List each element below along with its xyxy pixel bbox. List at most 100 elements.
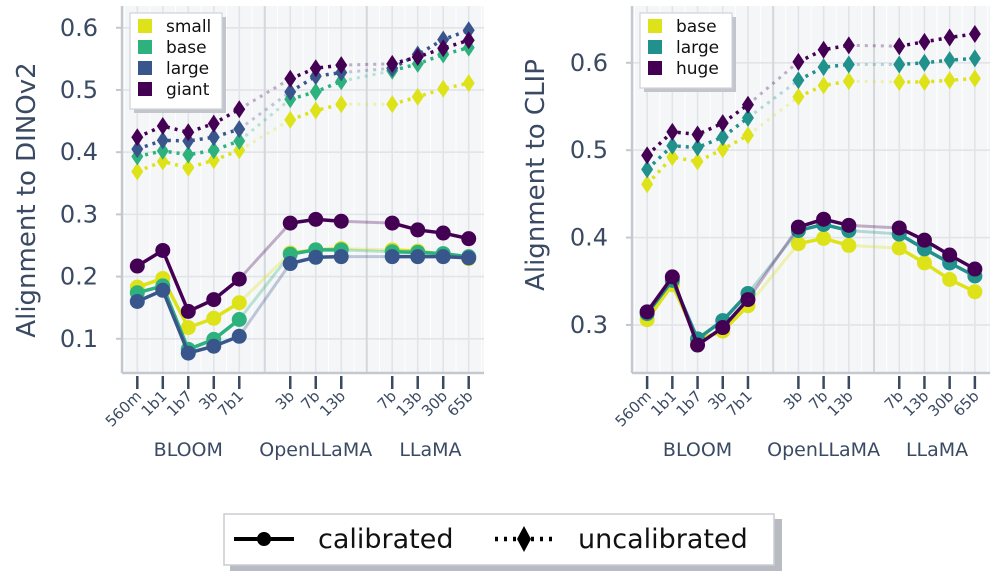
uncalibrated-label: uncalibrated — [578, 524, 748, 555]
uncalibrated-point — [156, 131, 169, 150]
uncalibrated-point — [309, 101, 322, 120]
uncalibrated-bridge-line — [238, 118, 292, 152]
model-family-label: BLOOM — [154, 439, 223, 461]
uncalibrated-point — [666, 122, 679, 141]
uncalibrated-line — [289, 102, 342, 122]
uncalibrated-point — [842, 36, 855, 55]
legend-label: large — [166, 59, 209, 79]
uncalibrated-point — [462, 74, 475, 93]
y-axis-label: Alignment to CLIP — [521, 59, 551, 291]
calibrated-point — [180, 345, 196, 361]
uncalibrated-point — [207, 151, 220, 170]
uncalibrated-bridge-line — [238, 98, 292, 143]
uncalibrated-point — [207, 141, 220, 160]
uncalibrated-line — [797, 62, 849, 82]
legend-label: base — [166, 38, 207, 58]
calibrated-point — [816, 211, 832, 227]
uncalibrated-point — [842, 55, 855, 74]
x-tick-label: 65b — [950, 387, 983, 420]
model-family-label: LLaMA — [906, 439, 968, 461]
calibrated-point — [180, 320, 196, 336]
uncalibrated-bridge-line — [747, 95, 800, 137]
uncalibrated-point — [233, 131, 246, 150]
uncalibrated-line — [391, 81, 470, 106]
y-tick-label: 0.6 — [570, 49, 608, 77]
calibrated-point — [816, 230, 832, 246]
uncalibrated-line — [645, 133, 749, 186]
legend-box — [223, 513, 775, 566]
x-tick-label: 65b — [444, 387, 477, 420]
x-tick-label: 13b — [316, 387, 349, 420]
uncalibrated-point — [641, 160, 654, 179]
calibrated-bridge-line — [238, 222, 292, 281]
legend-label: huge — [676, 59, 719, 79]
uncalibrated-line — [136, 148, 240, 174]
uncalibrated-line — [645, 116, 750, 171]
uncalibrated-line — [136, 139, 240, 159]
uncalibrated-point — [716, 114, 729, 133]
calibrated-bridge-line — [238, 253, 292, 321]
uncalibrated-point — [284, 69, 297, 88]
calibrated-line — [898, 232, 976, 278]
uncalibrated-line — [136, 127, 240, 151]
calibrated-point — [410, 249, 426, 265]
uncalibrated-bridge-line — [848, 43, 900, 48]
uncalibrated-point — [716, 128, 729, 147]
series-layer — [639, 24, 983, 353]
calibrated-bridge-line — [341, 248, 393, 254]
y-tick-label: 0.5 — [570, 136, 608, 164]
uncalibrated-point — [741, 126, 754, 145]
uncalibrated-point — [641, 175, 654, 194]
calibrated-point — [384, 215, 400, 231]
calibrated-point — [384, 249, 400, 265]
legend-swatch — [138, 40, 152, 54]
uncalibrated-point — [918, 73, 931, 92]
calibrated-point — [155, 282, 171, 298]
uncalibrated-point — [792, 87, 805, 106]
series-base — [639, 69, 983, 348]
calibrated-point — [282, 215, 298, 231]
uncalibrated-point — [284, 110, 297, 129]
y-tick-label: 0.4 — [570, 224, 608, 252]
x-tick-label: 1b7 — [672, 387, 705, 420]
x-tick-label: 13b — [824, 387, 857, 420]
calibrated-line — [392, 249, 469, 259]
uncalibrated-point — [386, 54, 399, 73]
calibrated-point — [461, 250, 477, 266]
calibrated-point — [435, 249, 451, 265]
calibrated-point — [664, 269, 680, 285]
calibrated-point — [206, 292, 222, 308]
uncalibrated-point — [943, 51, 956, 70]
uncalibrated-point — [716, 140, 729, 159]
series-giant — [129, 31, 477, 319]
uncalibrated-bridge-line — [238, 90, 292, 131]
uncalibrated-point — [131, 128, 144, 147]
legend-label: giant — [166, 80, 210, 100]
uncalibrated-point — [207, 114, 220, 133]
uncalibrated-point — [741, 108, 754, 127]
calibrated-line — [392, 254, 469, 260]
uncalibrated-point — [741, 95, 754, 114]
uncalibrated-bridge-line — [341, 66, 393, 75]
calibrated-bridge-line — [341, 219, 393, 225]
uncalibrated-point — [893, 55, 906, 74]
uncalibrated-point — [641, 146, 654, 165]
uncalibrated-line — [391, 38, 470, 66]
uncalibrated-line — [797, 43, 850, 64]
calibrated-point — [461, 231, 477, 247]
calibrated-point — [916, 232, 932, 248]
x-tick-label: 3b — [272, 387, 298, 413]
uncalibrated-point — [918, 32, 931, 51]
uncalibrated-point — [918, 53, 931, 72]
calibrated-line — [898, 246, 976, 294]
uncalibrated-point — [156, 152, 169, 171]
uncalibrated-line — [289, 70, 342, 94]
calibrated-bridge-line — [341, 247, 393, 252]
uncalibrated-point — [182, 123, 195, 142]
uncalibrated-point — [182, 145, 195, 164]
uncalibrated-point — [437, 79, 450, 98]
y-tick-label: 0.3 — [570, 311, 608, 339]
calibrated-point — [410, 222, 426, 238]
calibrated-point — [231, 295, 247, 311]
uncalibrated-point — [309, 82, 322, 101]
